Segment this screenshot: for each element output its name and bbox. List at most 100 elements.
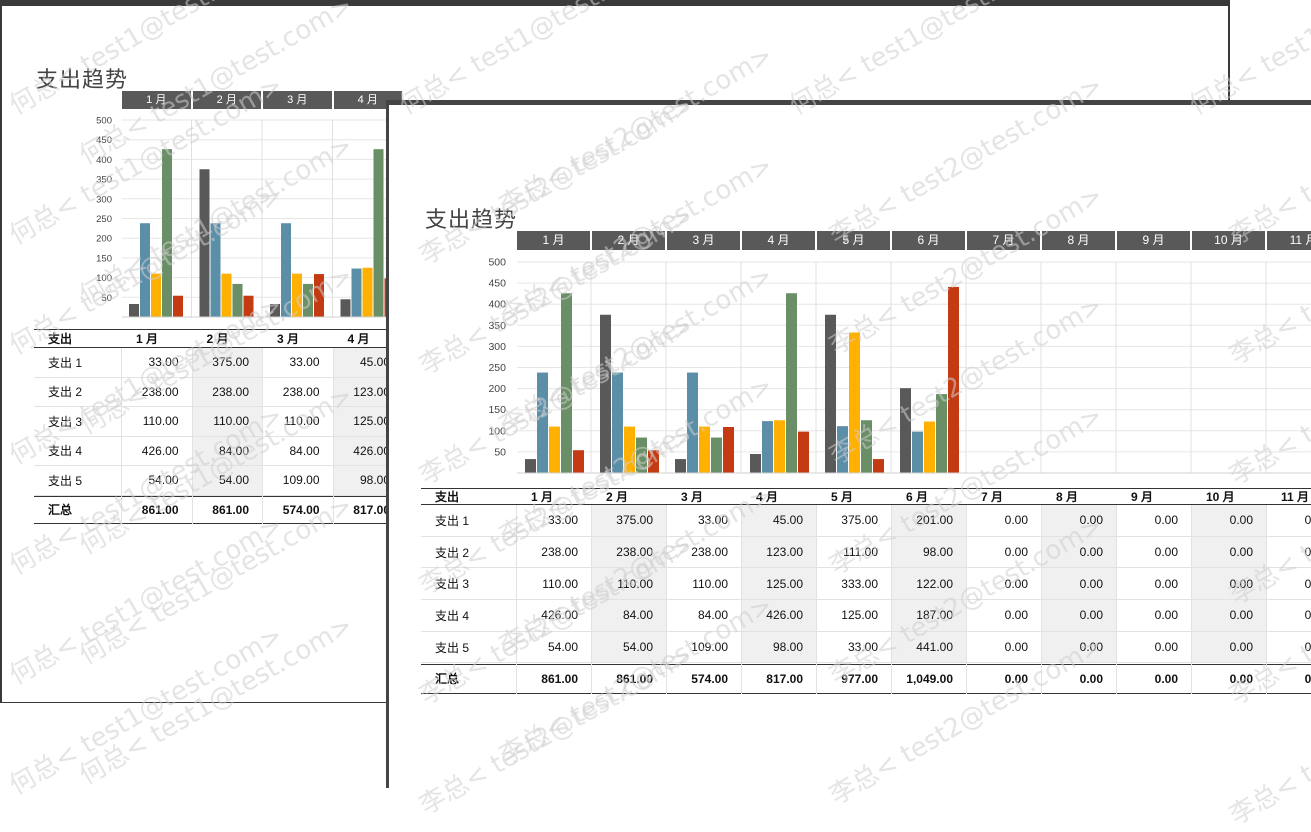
row-label-cell[interactable]: 支出 1: [435, 513, 470, 528]
value-cell[interactable]: 98.00: [892, 536, 967, 568]
value-cell[interactable]: 426.00: [742, 600, 817, 631]
value-cell[interactable]: 110.00: [283, 414, 320, 429]
value-cell[interactable]: 187.00: [892, 600, 967, 631]
value-cell[interactable]: 333.00: [841, 576, 878, 591]
row-label-cell[interactable]: 支出 5: [48, 473, 83, 488]
table-header-cell[interactable]: 支出: [435, 490, 460, 504]
value-cell[interactable]: 125.00: [742, 568, 817, 600]
total-value-cell[interactable]: 861.00: [541, 671, 578, 686]
value-cell[interactable]: 375.00: [841, 513, 878, 528]
total-value-cell[interactable]: 977.00: [841, 671, 878, 686]
row-label-cell[interactable]: 支出 3: [48, 414, 83, 429]
value-cell[interactable]: 0.00: [1192, 631, 1267, 663]
value-cell[interactable]: 111.00: [843, 545, 878, 560]
value-cell[interactable]: 0.00: [1154, 608, 1178, 623]
value-cell[interactable]: 109.00: [691, 640, 728, 655]
total-value-cell[interactable]: 0.00: [1079, 671, 1103, 686]
value-cell[interactable]: 84.00: [192, 436, 263, 465]
total-value-cell[interactable]: 817.00: [353, 502, 390, 517]
row-label-cell[interactable]: 支出 2: [48, 385, 83, 400]
total-value-cell[interactable]: 0.00: [1229, 671, 1253, 686]
total-value-cell[interactable]: 0.00: [1004, 671, 1028, 686]
table-header-cell[interactable]: 2 月: [206, 332, 229, 346]
value-cell[interactable]: 375.00: [192, 348, 263, 377]
row-label-cell[interactable]: 支出 4: [435, 608, 470, 623]
value-cell[interactable]: 0.00: [1042, 631, 1117, 663]
table-header-cell[interactable]: 7 月: [981, 490, 1004, 504]
total-value-cell[interactable]: 861.00: [616, 671, 653, 686]
table-header-cell[interactable]: 11 月: [1281, 490, 1310, 504]
total-value-cell[interactable]: 574.00: [691, 671, 728, 686]
value-cell[interactable]: 0.00: [1304, 640, 1311, 655]
value-cell[interactable]: 238.00: [282, 384, 320, 399]
table-header-cell[interactable]: 4 月: [756, 490, 779, 504]
value-cell[interactable]: 0.00: [1004, 545, 1028, 560]
value-cell[interactable]: 84.00: [592, 600, 667, 631]
value-cell[interactable]: 0.00: [1192, 568, 1267, 600]
value-cell[interactable]: 238.00: [691, 545, 728, 560]
value-cell[interactable]: 54.00: [592, 631, 667, 663]
value-cell[interactable]: 122.00: [892, 568, 967, 600]
row-label-cell[interactable]: 支出 2: [435, 545, 470, 560]
value-cell[interactable]: 33.00: [697, 513, 728, 528]
value-cell[interactable]: 0.00: [1004, 513, 1028, 528]
value-cell[interactable]: 0.00: [1004, 576, 1028, 591]
value-cell[interactable]: 84.00: [289, 443, 320, 458]
table-header-cell[interactable]: 2 月: [606, 490, 629, 504]
value-cell[interactable]: 33.00: [148, 355, 179, 370]
value-cell[interactable]: 0.00: [1304, 608, 1311, 623]
total-value-cell[interactable]: 861.00: [212, 502, 249, 517]
table-header-cell[interactable]: 5 月: [831, 490, 854, 504]
value-cell[interactable]: 426.00: [541, 608, 578, 623]
value-cell[interactable]: 54.00: [192, 466, 263, 495]
total-label-cell[interactable]: 汇总: [435, 672, 460, 687]
value-cell[interactable]: 441.00: [892, 631, 967, 663]
value-cell[interactable]: 110.00: [142, 414, 179, 429]
value-cell[interactable]: 109.00: [282, 473, 320, 488]
value-cell[interactable]: 0.00: [1042, 600, 1117, 631]
table-header-cell[interactable]: 9 月: [1131, 490, 1154, 504]
total-label-cell[interactable]: 汇总: [48, 503, 73, 517]
value-cell[interactable]: 0.00: [1154, 576, 1178, 591]
value-cell[interactable]: 0.00: [1154, 513, 1178, 528]
value-cell[interactable]: 238.00: [541, 545, 578, 560]
value-cell[interactable]: 110.00: [592, 568, 667, 600]
total-value-cell[interactable]: 861.00: [141, 502, 179, 517]
total-value-cell[interactable]: 0.00: [1154, 671, 1178, 686]
value-cell[interactable]: 0.00: [1004, 640, 1028, 655]
value-cell[interactable]: 33.00: [847, 640, 878, 655]
table-header-cell[interactable]: 3 月: [277, 332, 300, 346]
table-header-cell[interactable]: 1 月: [531, 490, 554, 504]
value-cell[interactable]: 0.00: [1154, 640, 1178, 655]
total-value-cell[interactable]: 817.00: [766, 671, 803, 686]
row-label-cell[interactable]: 支出 4: [48, 444, 83, 459]
value-cell[interactable]: 110.00: [542, 576, 578, 591]
value-cell[interactable]: 0.00: [1304, 545, 1311, 560]
total-value-cell[interactable]: 1,049.00: [906, 671, 953, 686]
value-cell[interactable]: 110.00: [192, 407, 263, 436]
value-cell[interactable]: 238.00: [141, 384, 179, 399]
row-label-cell[interactable]: 支出 5: [435, 640, 470, 655]
table-header-cell[interactable]: 8 月: [1056, 490, 1079, 504]
value-cell[interactable]: 33.00: [289, 355, 320, 370]
table-header-cell[interactable]: 4 月: [347, 332, 370, 346]
row-label-cell[interactable]: 支出 1: [48, 355, 83, 370]
value-cell[interactable]: 0.00: [1192, 505, 1267, 536]
value-cell[interactable]: 0.00: [1192, 600, 1267, 631]
table-header-cell[interactable]: 10 月: [1206, 490, 1235, 504]
total-value-cell[interactable]: 0.00: [1304, 671, 1311, 686]
table-header-cell[interactable]: 6 月: [906, 490, 929, 504]
value-cell[interactable]: 125.00: [841, 608, 878, 623]
table-header-cell[interactable]: 3 月: [681, 490, 704, 504]
value-cell[interactable]: 54.00: [148, 473, 179, 488]
value-cell[interactable]: 375.00: [592, 505, 667, 536]
value-cell[interactable]: 238.00: [192, 377, 263, 406]
value-cell[interactable]: 238.00: [592, 536, 667, 568]
value-cell[interactable]: 0.00: [1304, 576, 1311, 591]
row-label-cell[interactable]: 支出 3: [435, 577, 470, 592]
value-cell[interactable]: 426.00: [141, 443, 179, 458]
value-cell[interactable]: 45.00: [742, 505, 817, 536]
value-cell[interactable]: 0.00: [1042, 568, 1117, 600]
value-cell[interactable]: 0.00: [1004, 608, 1028, 623]
value-cell[interactable]: 33.00: [547, 513, 578, 528]
